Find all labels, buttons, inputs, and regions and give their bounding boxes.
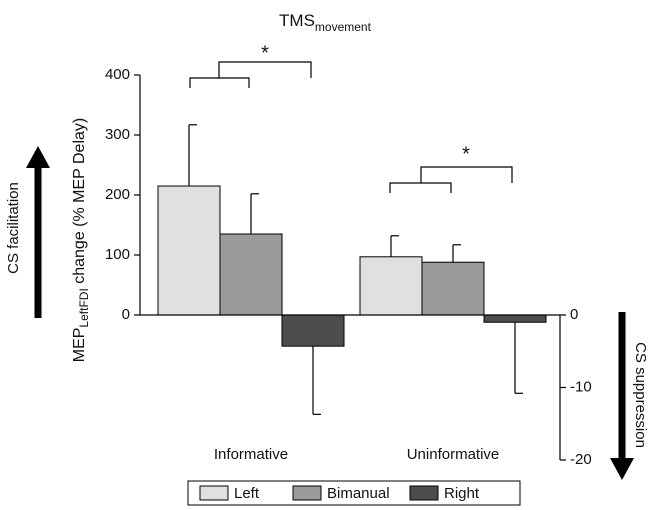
y-label-sub: LeftFDI — [77, 288, 91, 327]
bracket — [389, 182, 452, 193]
bar — [359, 256, 423, 316]
bar — [219, 233, 283, 316]
title-main: TMS — [279, 11, 315, 30]
bracket — [218, 61, 312, 78]
arrow-head — [610, 458, 634, 480]
arrow-head — [26, 146, 50, 168]
bar — [421, 261, 485, 316]
brackets — [189, 61, 513, 193]
y-tick-label: 300 — [105, 126, 130, 143]
y-tick-label: 200 — [105, 186, 130, 203]
title-sub: movement — [315, 20, 372, 34]
y2-tick-label: -10 — [570, 378, 592, 395]
legend-box — [187, 480, 521, 506]
bar — [483, 314, 547, 323]
y-label-rest: change (% MEP Delay) — [71, 118, 88, 288]
arrows — [26, 146, 634, 480]
y-label-main: MEP — [71, 328, 88, 363]
significance-star: * — [261, 42, 269, 64]
bar — [157, 185, 221, 316]
x-tick-label: Uninformative — [407, 446, 500, 463]
legend-label: Right — [444, 485, 480, 502]
annotation: CS facilitation — [5, 182, 22, 274]
chart-title: TMSmovement — [279, 11, 372, 34]
y-tick-label: 400 — [105, 66, 130, 83]
legend-label: Left — [234, 485, 260, 502]
y-tick-label: 0 — [122, 306, 130, 323]
legend-label: Bimanual — [327, 485, 390, 502]
bracket — [189, 77, 250, 88]
bar — [281, 314, 345, 347]
y-label: MEPLeftFDI change (% MEP Delay) — [71, 118, 91, 362]
x-tick-label: Informative — [214, 446, 288, 463]
legend-swatch — [292, 485, 322, 501]
significance-star: * — [462, 143, 470, 165]
y2-label: CS suppression — [632, 342, 649, 448]
bracket — [420, 166, 513, 183]
y2-tick-label: -20 — [570, 451, 592, 468]
y2-tick-label: 0 — [570, 306, 578, 323]
y-tick-label: 100 — [105, 246, 130, 263]
legend-swatch — [409, 485, 439, 501]
legend-swatch — [199, 485, 229, 501]
